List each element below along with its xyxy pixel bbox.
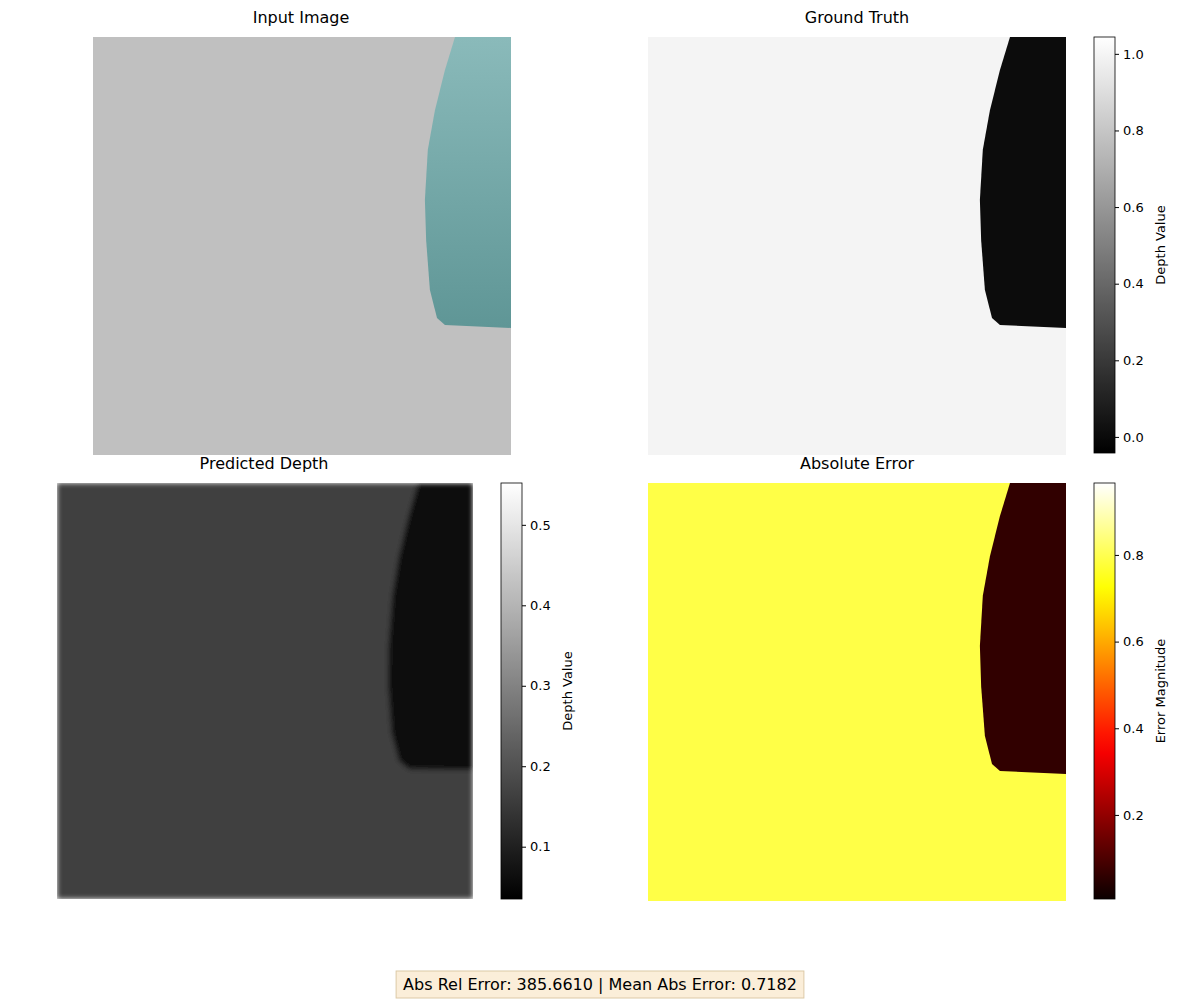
tick-mark — [1115, 437, 1119, 438]
summary-box: Abs Rel Error: 385.6610 | Mean Abs Error… — [396, 971, 804, 998]
tick-mark — [522, 525, 526, 526]
object-region — [388, 483, 473, 770]
tick: 0.6 — [1115, 200, 1144, 215]
tick-mark — [522, 847, 526, 848]
panel: Predicted Depth 0.1 0.2 0.3 0.4 0.5 Depth Valu… — [57, 454, 575, 900]
tick-label: 0.4 — [1123, 721, 1144, 736]
tick: 0.0 — [1115, 430, 1144, 445]
tick-mark — [1115, 815, 1119, 816]
tick-label: 0.4 — [1123, 276, 1144, 291]
tick-label: 1.0 — [1123, 47, 1144, 62]
tick-label: 0.8 — [1123, 548, 1144, 563]
colorbar-label: Depth Value — [560, 651, 575, 730]
panel: Ground Truth 0.0 0.2 0.4 0.6 0.8 1.0 Depth Valu… — [648, 8, 1168, 455]
tick-mark — [522, 605, 526, 606]
object-region — [980, 37, 1066, 328]
image-area — [93, 37, 511, 455]
colorbar: 0.1 0.2 0.3 0.4 0.5 Depth Value — [501, 483, 575, 900]
colorbar-axis: 0.0 0.2 0.4 0.6 0.8 1.0 — [1115, 38, 1144, 454]
colorbar: 0.2 0.4 0.6 0.8 Error Magnitude — [1094, 483, 1168, 900]
colorbar-axis-line — [523, 484, 527, 900]
panel-title: Ground Truth — [805, 8, 910, 27]
panel-title: Absolute Error — [800, 454, 914, 473]
tick-mark — [1115, 130, 1119, 131]
tick-label: 0.6 — [1123, 634, 1144, 649]
colorbar: 0.0 0.2 0.4 0.6 0.8 1.0 Depth Value — [1094, 37, 1168, 454]
colorbar-label: Depth Value — [1153, 205, 1168, 284]
tick-label: 0.2 — [530, 759, 551, 774]
tick: 0.4 — [522, 598, 551, 613]
panel-title: Input Image — [253, 8, 350, 27]
tick: 0.4 — [1115, 276, 1144, 291]
tick: 0.2 — [522, 759, 551, 774]
tick-label: 0.5 — [530, 518, 551, 533]
panel-title: Predicted Depth — [200, 454, 329, 473]
colorbar-gradient — [1094, 483, 1115, 899]
background-region — [648, 37, 1066, 455]
tick-mark — [522, 686, 526, 687]
tick: 1.0 — [1115, 47, 1144, 62]
summary-frame — [396, 971, 804, 998]
tick: 0.2 — [1115, 808, 1144, 823]
tick: 0.6 — [1115, 634, 1144, 649]
image-content — [57, 483, 473, 899]
tick: 0.8 — [1115, 548, 1144, 563]
tick-label: 0.6 — [1123, 200, 1144, 215]
background-region — [648, 483, 1066, 901]
colorbar-axis: 0.1 0.2 0.3 0.4 0.5 — [522, 484, 551, 900]
tick-mark — [1115, 642, 1119, 643]
tick-label: 0.0 — [1123, 430, 1144, 445]
tick-mark — [1115, 54, 1119, 55]
summary-text: Abs Rel Error: 385.6610 | Mean Abs Error… — [403, 975, 797, 994]
background-region — [93, 37, 511, 455]
panel: Absolute Error 0.2 0.4 0.6 0.8 Error Magnitud… — [648, 454, 1168, 901]
image-content — [648, 37, 1066, 455]
tick-mark — [522, 766, 526, 767]
tick: 0.8 — [1115, 123, 1144, 138]
object-region — [425, 37, 511, 328]
tick-mark — [1115, 360, 1119, 361]
colorbar-axis-line — [1116, 484, 1120, 900]
tick-mark — [1115, 284, 1119, 285]
tick-label: 0.2 — [1123, 808, 1144, 823]
tick-mark — [1115, 555, 1119, 556]
tick: 0.2 — [1115, 353, 1144, 368]
tick-mark — [1115, 728, 1119, 729]
image-area — [57, 483, 473, 899]
colorbar-gradient — [1094, 37, 1115, 453]
image-content — [93, 37, 511, 455]
image-area — [648, 37, 1066, 455]
colorbar-axis-line — [1116, 38, 1120, 454]
tick-label: 0.1 — [530, 839, 551, 854]
tick-label: 0.2 — [1123, 353, 1144, 368]
panel: Input Image — [93, 8, 511, 455]
tick-mark — [1115, 207, 1119, 208]
tick-label: 0.3 — [530, 678, 551, 693]
tick: 0.3 — [522, 678, 551, 693]
tick-label: 0.8 — [1123, 123, 1144, 138]
image-content — [648, 483, 1066, 901]
colorbar-axis: 0.2 0.4 0.6 0.8 — [1115, 484, 1144, 900]
tick: 0.1 — [522, 839, 551, 854]
tick-label: 0.4 — [530, 598, 551, 613]
figure: Input Image Ground Truth 0.0 0.2 0.4 0.6 0.8 1.… — [0, 0, 1200, 1000]
background-region — [57, 483, 473, 899]
image-area — [648, 483, 1066, 901]
colorbar-label: Error Magnitude — [1153, 639, 1168, 744]
object-region — [980, 483, 1066, 774]
colorbar-gradient — [501, 483, 522, 899]
tick: 0.4 — [1115, 721, 1144, 736]
tick: 0.5 — [522, 518, 551, 533]
